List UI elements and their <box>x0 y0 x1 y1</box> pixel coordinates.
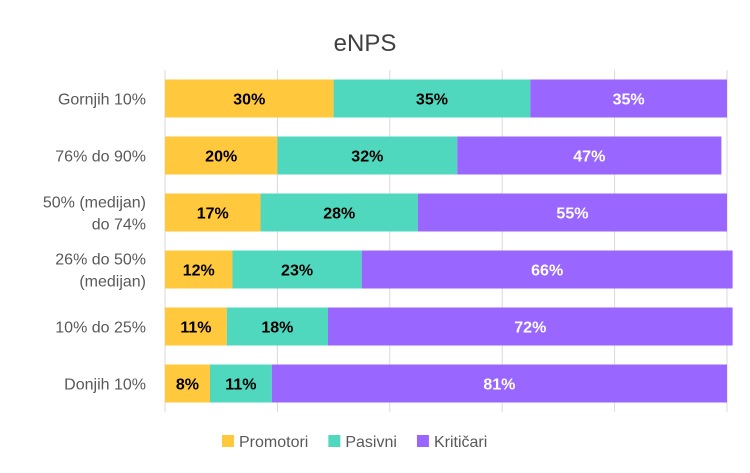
legend: Promotori Pasivni Kritičari <box>222 434 487 451</box>
category-label: 50% (medijan) <box>43 195 146 212</box>
category-label: do 74% <box>92 217 146 234</box>
data-label: 66% <box>531 263 563 280</box>
bar-segment <box>165 364 210 403</box>
bar-segment <box>361 250 733 289</box>
bar-segment <box>327 307 733 346</box>
bar-segment <box>165 307 227 346</box>
data-label: 11% <box>225 377 256 394</box>
data-label: 32% <box>351 149 383 166</box>
bar-segment <box>165 250 233 289</box>
category-label: Gornjih 10% <box>58 92 146 109</box>
chart-title: eNPS <box>334 30 397 57</box>
bar-segment <box>165 193 261 232</box>
data-label: 35% <box>416 92 448 109</box>
data-label: 81% <box>483 377 515 394</box>
category-axis: Gornjih 10% 76% do 90% 50% (medijan) do 74%… <box>43 92 146 394</box>
data-label: 47% <box>573 149 605 166</box>
category-label: 10% do 25% <box>55 320 146 337</box>
bar-segment <box>530 79 727 118</box>
bar-segment <box>457 136 722 175</box>
bar-segment <box>277 136 458 175</box>
data-label: 23% <box>281 263 313 280</box>
gridlines <box>164 70 728 412</box>
data-label: 28% <box>323 206 355 223</box>
category-label: 76% do 90% <box>55 149 146 166</box>
data-label: 18% <box>261 320 293 337</box>
data-label: 55% <box>556 206 588 223</box>
plot-area: 30% 35% 35% 20% 32% 47% 17% 28% 55% 12% 23% 66% 11% 1… <box>165 79 733 403</box>
bar-segment <box>165 79 334 118</box>
legend-label: Pasivni <box>345 434 397 451</box>
data-label: 72% <box>514 320 546 337</box>
data-label: 20% <box>205 149 237 166</box>
bar-segment <box>209 364 272 403</box>
bar-segment <box>232 250 362 289</box>
legend-swatch <box>222 435 234 447</box>
category-label: (medijan) <box>79 274 146 291</box>
bar-segment <box>271 364 727 403</box>
bar-segment <box>165 136 278 175</box>
data-label: 8% <box>176 377 199 394</box>
bar-segment <box>260 193 418 232</box>
bar-segment <box>226 307 328 346</box>
data-label: 17% <box>197 206 229 223</box>
legend-label: Kritičari <box>434 434 487 451</box>
category-label: 26% do 50% <box>55 252 146 269</box>
data-label: 30% <box>233 92 265 109</box>
legend-swatch <box>416 435 429 447</box>
bar-segment <box>417 193 727 232</box>
data-label: 35% <box>613 92 645 109</box>
data-label: 12% <box>183 263 215 280</box>
legend-label: Promotori <box>239 434 308 451</box>
bar-segment <box>333 79 531 118</box>
data-label: 11% <box>180 320 211 337</box>
category-label: Donjih 10% <box>64 377 146 394</box>
legend-swatch <box>328 435 341 447</box>
